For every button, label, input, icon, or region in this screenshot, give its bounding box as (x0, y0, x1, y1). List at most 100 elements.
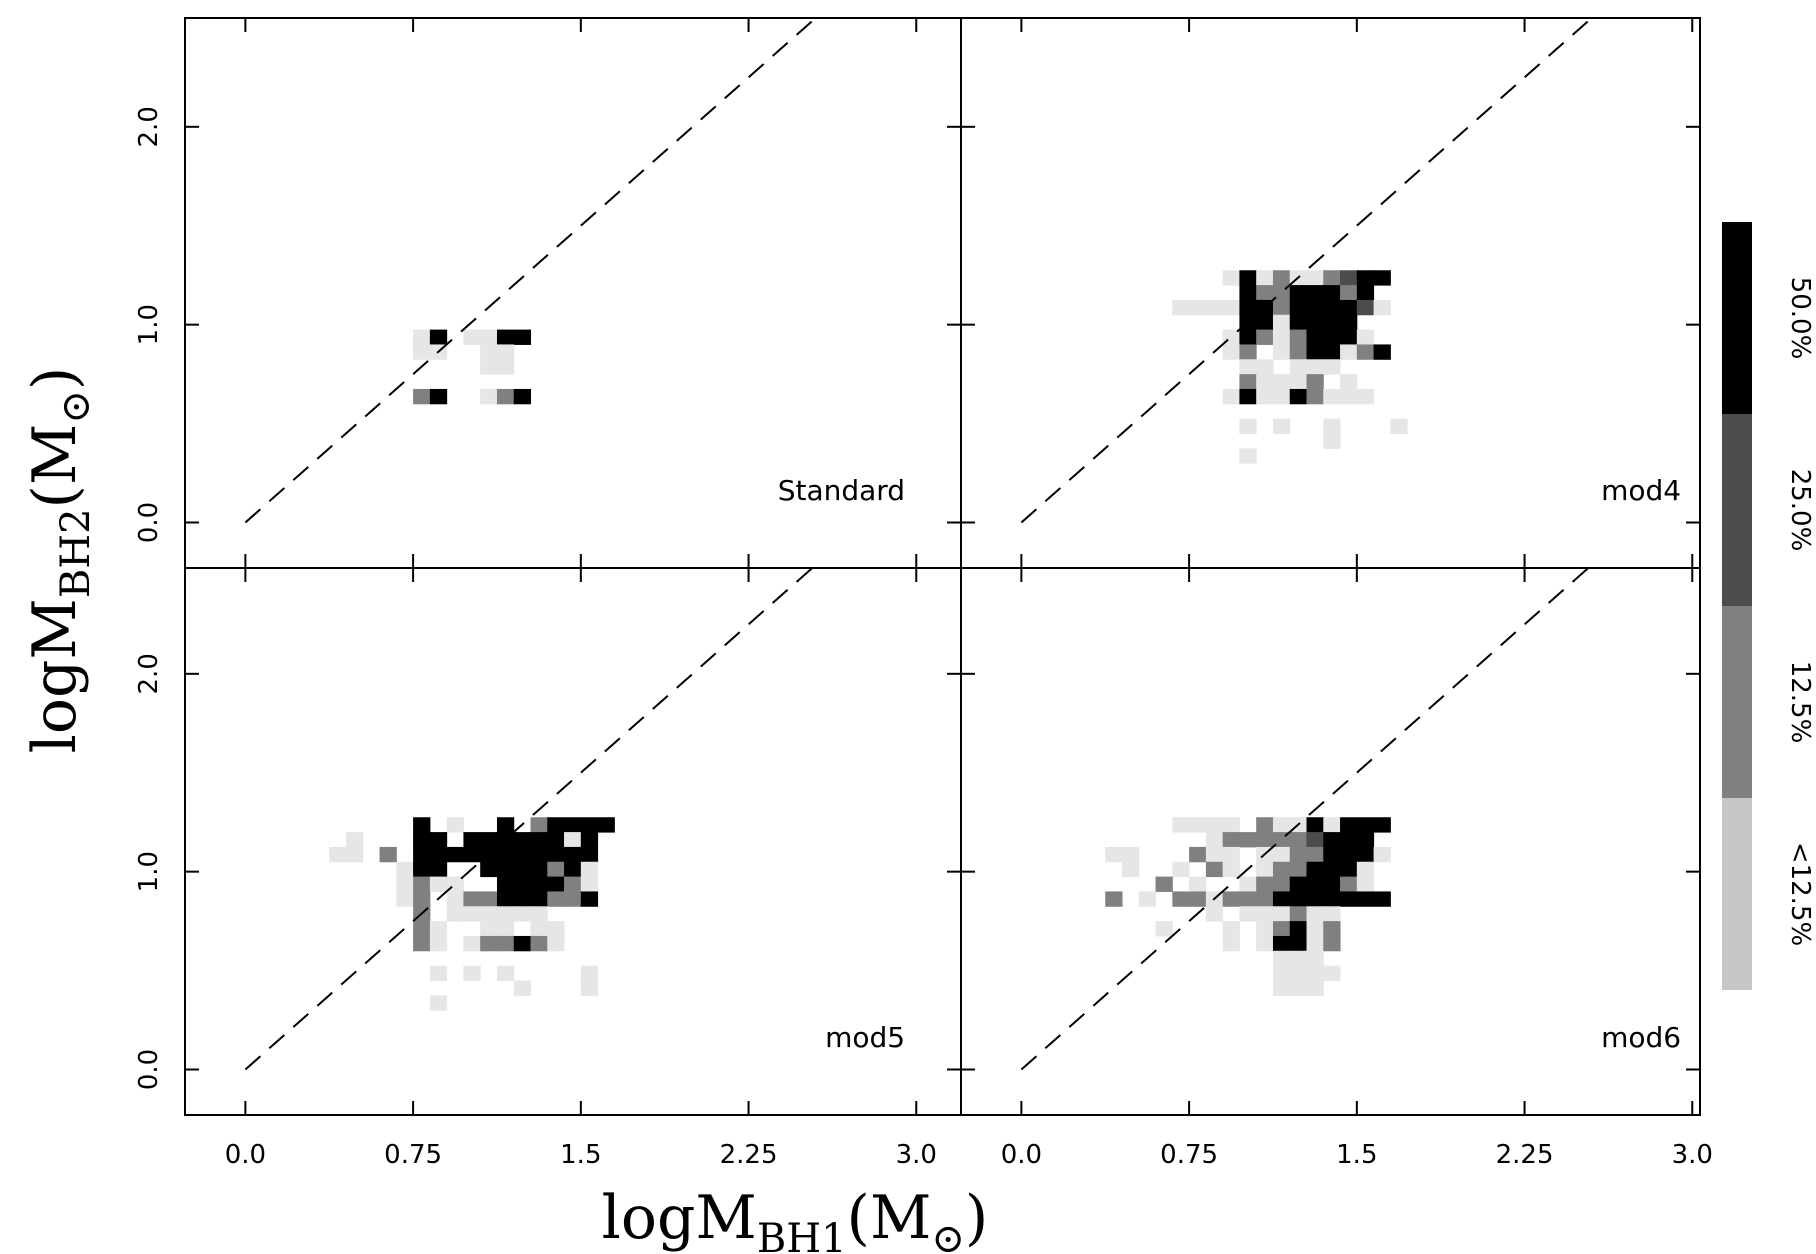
heatmap-cell (1356, 329, 1375, 345)
heatmap-cell (1256, 876, 1274, 892)
heatmap-cell (1239, 374, 1257, 390)
panel-mod5: 0.0 0.75 1.5 2.25 3.0 0.0 1.0 2.0 mod5 (134, 567, 962, 1170)
heatmap-cell (413, 876, 431, 892)
heatmap-cell (1340, 329, 1358, 345)
heatmap-cell (1239, 876, 1257, 892)
heatmap-cell (1172, 817, 1190, 833)
heatmap-cell (1340, 891, 1358, 907)
x-tick-label: 2.25 (1496, 1140, 1554, 1170)
heatmap-cell (1272, 906, 1291, 922)
heatmap-cell (463, 906, 481, 922)
heatmap-cell (1323, 891, 1341, 907)
heatmap-cell (1306, 817, 1324, 833)
heatmap-cell (1306, 965, 1324, 981)
heatmap-cell (513, 846, 532, 863)
heatmap-cell (496, 965, 515, 981)
heatmap-cell (1272, 344, 1291, 360)
heatmap-cell (513, 832, 532, 848)
heatmap-cell (1239, 906, 1257, 922)
heatmap-cell (1272, 965, 1291, 981)
heatmap-cell (496, 344, 515, 360)
heatmap-cell (1373, 846, 1391, 863)
heatmap-cell (463, 891, 481, 907)
heatmap-cell (1239, 344, 1257, 360)
heatmap-cell (480, 832, 498, 848)
heatmap-cell (530, 876, 548, 892)
heatmap-cell (1272, 314, 1291, 331)
heatmap-cell (446, 817, 464, 833)
heatmap-cell (1122, 846, 1140, 863)
heatmap-cell (1272, 980, 1291, 996)
heatmap-cell (496, 817, 515, 833)
heatmap-cell (1289, 832, 1308, 848)
heatmap-cell (1340, 314, 1358, 331)
heatmap-cell (1256, 285, 1274, 301)
heatmap-cell (396, 861, 414, 878)
heatmap-cell (480, 891, 498, 907)
heatmap-cell (429, 965, 448, 981)
heatmap-cell (429, 846, 448, 863)
heatmap-cell (496, 921, 515, 937)
colorbar: 50.0% 25.0% 12.5% <12.5% (1722, 222, 1815, 990)
heatmap-cell (1323, 433, 1341, 449)
heatmap-cell (1289, 906, 1308, 922)
heatmap-cell (1289, 980, 1308, 996)
heatmap-cell (580, 980, 599, 996)
heatmap-cell (446, 906, 464, 922)
panel-label: mod5 (825, 1021, 905, 1054)
heatmap-cell (547, 921, 565, 937)
heatmap-cell (1323, 935, 1341, 952)
heatmap-cell (1306, 285, 1324, 301)
heatmap-cell (413, 891, 431, 907)
heatmap-cell (1373, 299, 1391, 316)
heatmap-cell (1306, 344, 1324, 360)
heatmap-cell (1205, 906, 1224, 922)
heatmap-cell (1189, 876, 1207, 892)
heatmap-cell (463, 965, 481, 981)
heatmap-cell (1289, 861, 1308, 878)
heatmap-cell (463, 846, 481, 863)
heatmap-cell (1256, 935, 1274, 952)
heatmap-cell (1222, 344, 1240, 360)
heatmap-cell (1122, 861, 1140, 878)
heatmap-cell (547, 861, 565, 878)
heatmap-cell (1256, 374, 1274, 390)
heatmap-cell (1172, 891, 1190, 907)
heatmap-cell (1323, 314, 1341, 331)
heatmap-cell (547, 876, 565, 892)
heatmap-cell (1306, 950, 1324, 967)
x-tick-label: 1.5 (560, 1140, 601, 1170)
colorbar-swatch (1722, 606, 1752, 798)
heatmap-cell (496, 329, 515, 345)
heatmap-cell (496, 861, 515, 878)
colorbar-swatch (1722, 222, 1752, 414)
heatmap-cell (1306, 980, 1324, 996)
heatmap-cell (1306, 299, 1324, 316)
panel-standard: 0.0 1.0 2.0 Standard (134, 17, 962, 569)
y-tick-label: 2.0 (134, 106, 164, 147)
y-tick-label: 0.0 (134, 1049, 164, 1090)
heatmap-cell (1373, 817, 1391, 833)
heatmap-cell (429, 876, 448, 892)
heatmap-cell (547, 817, 565, 833)
heatmap-cell (1222, 846, 1240, 863)
heatmap-cell (429, 832, 448, 848)
heatmap-cell (547, 846, 565, 863)
heatmap-cell (530, 921, 548, 937)
heatmap-cell (1205, 299, 1224, 316)
heatmap-cell (580, 876, 599, 892)
heatmap-cell (1356, 891, 1375, 907)
heatmap-cell (1323, 418, 1341, 434)
heatmap-cell (1205, 832, 1224, 848)
heatmap-cell (530, 817, 548, 833)
heatmap-cell (346, 846, 364, 863)
heatmap-cell (530, 935, 548, 952)
heatmap-cell (564, 846, 582, 863)
heatmap-cells (413, 329, 532, 405)
heatmap-cell (1340, 388, 1358, 405)
heatmap-cell (1356, 832, 1375, 848)
heatmap-cell (1340, 832, 1358, 848)
heatmap-cell (1373, 344, 1391, 360)
heatmap-cell (1256, 861, 1274, 878)
